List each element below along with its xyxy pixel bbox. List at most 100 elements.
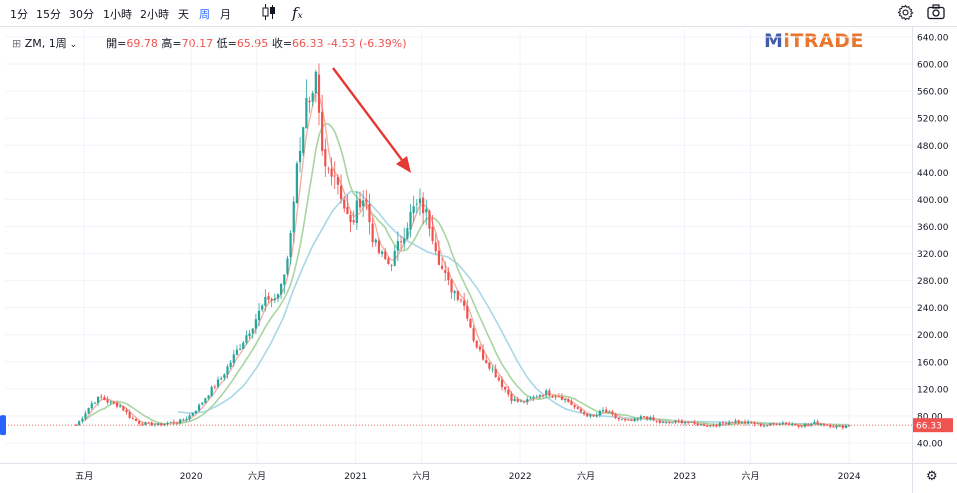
- timeframe-month-button[interactable]: 月: [220, 8, 231, 21]
- candle-body: [737, 420, 740, 423]
- x-tick-label: 六月: [577, 470, 595, 482]
- candle-body: [81, 418, 84, 422]
- candle-body: [283, 274, 286, 285]
- candle: [403, 227, 406, 250]
- high-label: 高=: [161, 37, 182, 50]
- timeframe-1hour-button[interactable]: 1小時: [103, 8, 132, 21]
- y-tick-label: 480.00: [917, 142, 949, 152]
- candle-body: [390, 265, 393, 266]
- candle: [750, 421, 753, 424]
- candle: [453, 289, 456, 301]
- candle: [747, 419, 750, 426]
- timeframe-week-button[interactable]: 周: [199, 8, 210, 21]
- candle: [658, 418, 661, 424]
- candle: [794, 423, 797, 426]
- timeframe-15min-button[interactable]: 15分: [36, 8, 61, 21]
- candle: [456, 290, 459, 302]
- candle: [564, 398, 567, 404]
- candle: [822, 423, 826, 427]
- candle: [592, 414, 595, 418]
- candle-body: [614, 413, 617, 418]
- candle-body: [150, 422, 153, 426]
- candle-body: [191, 413, 194, 416]
- candle: [346, 194, 349, 215]
- candle-body: [567, 399, 570, 402]
- candle-body: [119, 405, 122, 407]
- candle-body: [147, 422, 150, 424]
- candle-body: [305, 97, 308, 129]
- candle-body: [661, 421, 665, 423]
- axis-settings-icon[interactable]: ⚙: [926, 469, 938, 484]
- candle: [434, 233, 437, 255]
- candle-body: [333, 175, 336, 177]
- candle: [478, 344, 482, 353]
- candle: [179, 418, 182, 425]
- expand-icon[interactable]: ⊞: [12, 37, 22, 50]
- left-scroll-handle[interactable]: [0, 415, 6, 436]
- candle: [459, 298, 463, 303]
- candle-body: [658, 420, 661, 424]
- candle: [172, 419, 175, 425]
- candle-body: [160, 423, 163, 426]
- candle: [475, 340, 478, 349]
- candle-body: [396, 241, 399, 251]
- candle: [630, 419, 633, 422]
- candle-body: [507, 389, 510, 395]
- chevron-down-icon[interactable]: ⌄: [66, 40, 78, 50]
- candle-body: [560, 396, 564, 400]
- symbol-label[interactable]: ZM, 1周: [24, 37, 67, 50]
- candle: [728, 419, 731, 426]
- candle-type-icon[interactable]: [262, 4, 276, 24]
- candle-body: [762, 425, 766, 427]
- candle-body: [810, 423, 813, 426]
- candle: [362, 190, 365, 218]
- candle: [579, 406, 583, 414]
- candle-body: [605, 409, 608, 413]
- candle: [387, 256, 390, 265]
- timeframe-30min-button[interactable]: 30分: [69, 8, 94, 21]
- y-tick-label: 560.00: [917, 88, 949, 98]
- candle: [78, 420, 81, 426]
- candle-body: [538, 395, 541, 397]
- candle-body: [541, 394, 545, 396]
- candle: [781, 420, 784, 426]
- candle: [598, 409, 601, 418]
- timeframe-day-button[interactable]: 天: [178, 8, 189, 21]
- candle-body: [387, 258, 390, 264]
- price-chart[interactable]: 40.00 80.00 120.00 160.00 200.00 240.00 280.00…: [0, 27, 957, 493]
- candle-body: [286, 258, 289, 275]
- candle: [390, 264, 393, 272]
- candle-body: [494, 368, 497, 378]
- candle-body: [740, 421, 743, 423]
- change-value: -4.53 (-6.39%): [327, 37, 407, 50]
- candle-body: [582, 412, 586, 414]
- candle-body: [141, 423, 144, 425]
- candle-body: [728, 422, 731, 425]
- candle-body: [235, 349, 239, 355]
- camera-icon[interactable]: [927, 4, 945, 24]
- candles: [74, 63, 851, 430]
- candle: [273, 293, 276, 304]
- candle-body: [750, 421, 753, 423]
- candle-body: [712, 425, 715, 427]
- candle-body: [497, 377, 500, 381]
- candle-body: [406, 228, 409, 240]
- timeframe-2hour-button[interactable]: 2小時: [140, 8, 169, 21]
- settings-gear-icon[interactable]: [897, 4, 914, 25]
- candle: [699, 423, 702, 426]
- candle-body: [418, 198, 422, 204]
- candle: [131, 415, 134, 420]
- candle-body: [696, 423, 699, 426]
- candle-body: [182, 419, 185, 421]
- candle-body: [652, 417, 655, 421]
- candle: [365, 190, 368, 211]
- candle-body: [747, 421, 750, 424]
- timeframe-1min-button[interactable]: 1分: [10, 8, 28, 21]
- candle-body: [504, 386, 507, 390]
- indicator-fx-icon[interactable]: 𝑓ₓ: [292, 4, 303, 22]
- candle-body: [510, 393, 513, 401]
- candle-body: [125, 409, 128, 413]
- candle: [251, 328, 254, 339]
- candle-body: [422, 197, 425, 214]
- candle: [690, 421, 693, 423]
